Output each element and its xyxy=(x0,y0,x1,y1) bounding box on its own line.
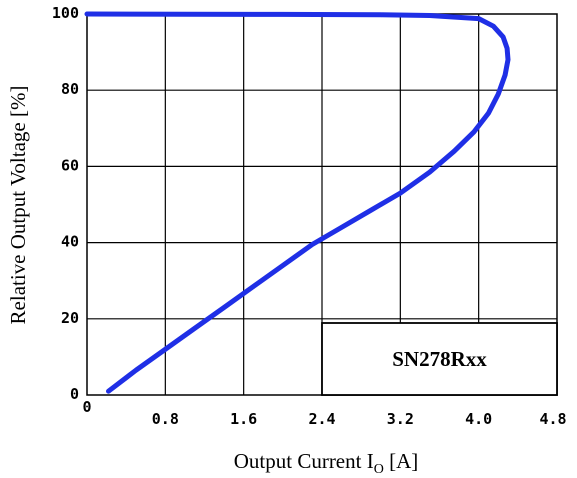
y-axis-title: Relative Output Voltage [%] xyxy=(6,86,30,325)
y-tick-label: 80 xyxy=(61,80,79,98)
x-tick-label: 1.6 xyxy=(230,410,257,428)
model-label-box xyxy=(321,322,558,396)
y-tick-label: 60 xyxy=(61,156,79,174)
x-tick-label: 4.8 xyxy=(539,410,566,428)
x-axis-title-subscript: O xyxy=(374,462,384,477)
x-tick-label: 0 xyxy=(82,398,91,416)
x-tick-label: 0.8 xyxy=(152,410,179,428)
x-axis-title: Output Current IO [A] xyxy=(234,449,419,477)
x-tick-label: 2.4 xyxy=(308,410,335,428)
y-tick-label: 40 xyxy=(61,233,79,251)
y-tick-label: 20 xyxy=(61,309,79,327)
y-tick-label: 0 xyxy=(70,385,79,403)
x-tick-labels: 0 0.8 1.6 2.4 3.2 4.0 4.8 xyxy=(82,398,566,428)
x-tick-label: 4.0 xyxy=(465,410,492,428)
model-label: SN278Rxx xyxy=(392,347,487,371)
y-tick-label: 100 xyxy=(52,4,79,22)
x-tick-label: 3.2 xyxy=(387,410,414,428)
y-tick-labels: 0 20 40 60 80 100 xyxy=(52,4,79,403)
output-voltage-curve xyxy=(84,11,511,394)
grid xyxy=(87,14,557,395)
x-axis-title-main: Output Current I xyxy=(234,449,374,473)
x-axis-title-unit: [A] xyxy=(384,449,418,473)
